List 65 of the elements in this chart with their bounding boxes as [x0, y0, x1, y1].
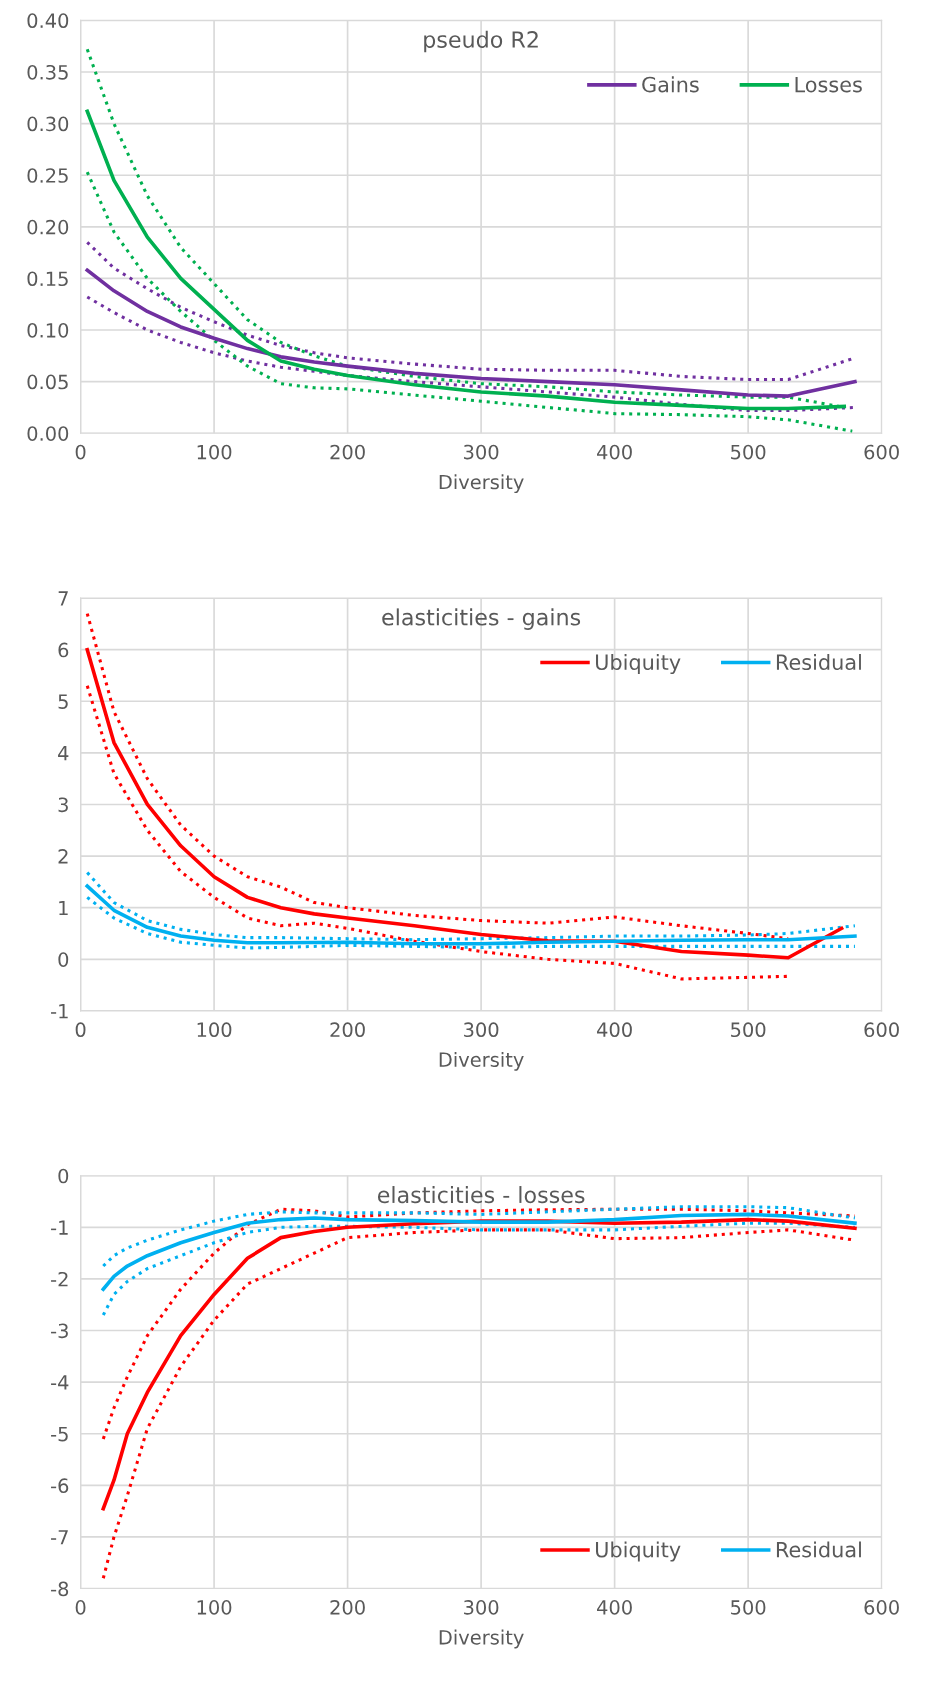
x-tick-label: 200: [330, 1600, 365, 1615]
y-tick-label: 5: [58, 694, 68, 709]
legend-label: Losses: [795, 76, 862, 93]
x-tick-label: 0: [75, 1600, 86, 1615]
x-tick-label: 600: [864, 1600, 899, 1615]
y-tick-label: 0: [58, 1168, 69, 1184]
x-tick-label: 400: [597, 1600, 632, 1615]
y-tick-label: -8: [51, 1581, 69, 1597]
x-tick-label: 300: [464, 444, 499, 460]
y-tick-label: 0.20: [27, 219, 69, 235]
y-tick-label: -7: [51, 1530, 68, 1545]
x-tick-label: 300: [464, 1022, 499, 1038]
y-tick-label: 0.10: [27, 322, 69, 338]
y-tick-label: 0.00: [27, 426, 69, 441]
x-tick-label: 200: [330, 444, 365, 460]
y-tick-label: 0: [58, 952, 69, 967]
chart-title: elasticities - gains: [382, 608, 581, 630]
y-tick-label: 3: [58, 797, 68, 813]
y-tick-label: 1: [59, 900, 68, 916]
y-tick-label: -4: [51, 1375, 69, 1390]
y-tick-label: -1: [51, 1004, 68, 1019]
line-series: [85, 684, 790, 981]
x-tick-label: 500: [731, 1022, 766, 1038]
legend-label: Residual: [776, 1541, 861, 1558]
x-tick-label: 500: [731, 1600, 766, 1615]
y-tick-label: 0.40: [27, 13, 69, 29]
y-tick-label: 2: [58, 849, 68, 864]
y-tick-label: 4: [58, 746, 69, 761]
legend-label: Ubiquity: [595, 1541, 681, 1562]
y-tick-label: -3: [51, 1323, 68, 1339]
x-tick-label: 100: [197, 1600, 232, 1615]
x-tick-label: 400: [597, 444, 632, 460]
line-series: [85, 871, 857, 942]
chart-title: pseudo R2: [424, 30, 538, 53]
legend-label: Residual: [776, 653, 861, 671]
x-tick-label: 500: [731, 444, 766, 460]
y-tick-label: 7: [58, 591, 68, 606]
y-tick-label: -6: [51, 1478, 69, 1494]
x-tick-label: 600: [864, 1022, 899, 1038]
legend-label: Ubiquity: [595, 653, 681, 675]
line-series: [101, 1207, 857, 1441]
x-tick-label: 600: [864, 444, 899, 460]
chart-title: elasticities - losses: [377, 1186, 585, 1204]
x-tick-label: 300: [464, 1600, 499, 1615]
x-tick-label: 200: [330, 1022, 365, 1038]
x-axis-title: Diversity: [439, 1051, 524, 1071]
x-tick-label: 400: [597, 1022, 632, 1038]
y-tick-label: 0.35: [27, 64, 68, 80]
y-tick-label: 6: [58, 642, 69, 658]
x-axis-title: Diversity: [439, 474, 524, 494]
y-tick-label: -1: [51, 1220, 68, 1235]
y-tick-label: 0.15: [27, 271, 68, 287]
x-tick-label: 0: [75, 444, 86, 460]
x-tick-label: 100: [197, 1022, 232, 1038]
line-series: [85, 268, 857, 398]
y-tick-label: 0.30: [27, 116, 69, 132]
y-tick-label: 0.05: [27, 374, 68, 390]
x-tick-label: 0: [75, 1022, 86, 1038]
legend-label: Gains: [642, 76, 699, 93]
line-series: [85, 170, 854, 433]
y-tick-label: -5: [51, 1426, 68, 1442]
y-tick-label: -2: [51, 1271, 68, 1287]
x-tick-label: 100: [197, 444, 232, 460]
y-tick-label: 0.25: [27, 168, 68, 183]
x-axis-title: Diversity: [439, 1629, 524, 1649]
